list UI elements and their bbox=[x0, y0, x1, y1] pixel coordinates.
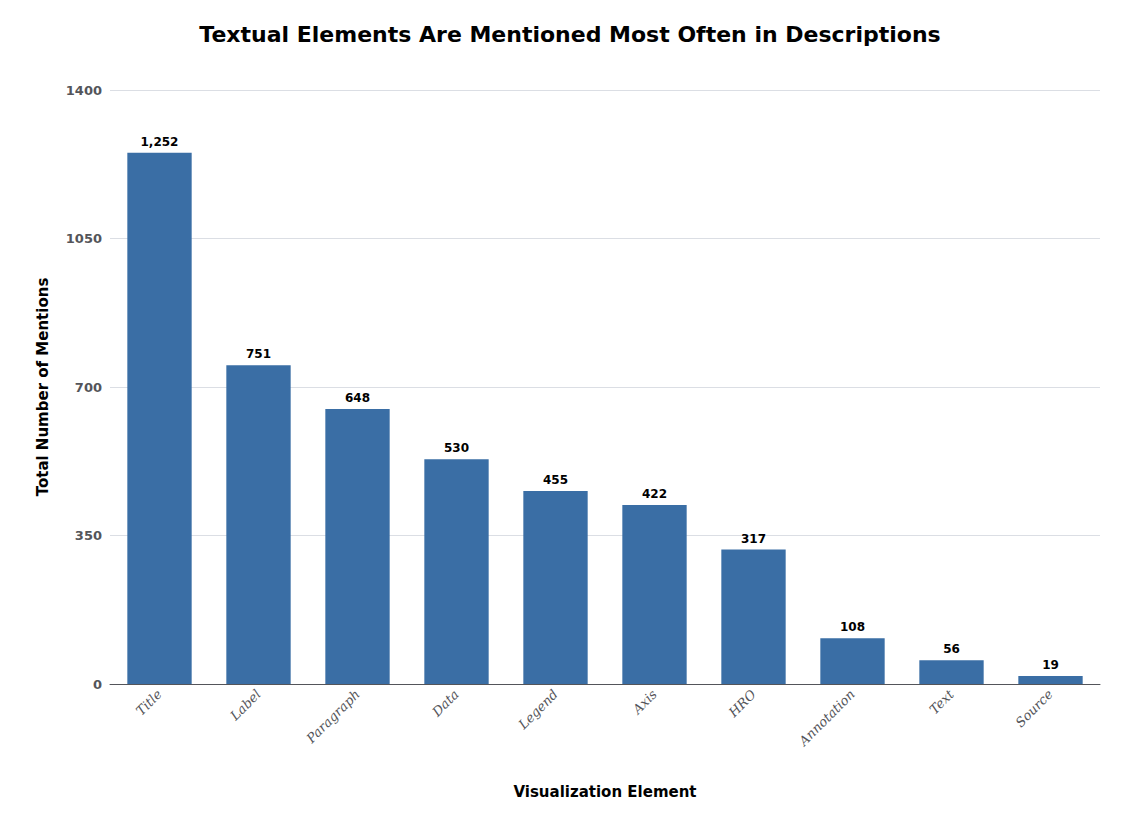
svg-text:648: 648 bbox=[345, 391, 370, 405]
svg-text:455: 455 bbox=[543, 473, 568, 487]
svg-text:Data: Data bbox=[428, 687, 461, 720]
svg-text:Source: Source bbox=[1012, 686, 1056, 730]
svg-text:108: 108 bbox=[840, 620, 865, 634]
svg-text:700: 700 bbox=[75, 380, 102, 395]
svg-text:317: 317 bbox=[741, 532, 766, 546]
svg-text:Paragraph: Paragraph bbox=[303, 687, 363, 747]
svg-text:Visualization Element: Visualization Element bbox=[513, 783, 696, 801]
svg-text:422: 422 bbox=[642, 487, 667, 501]
svg-text:HRO: HRO bbox=[725, 686, 759, 720]
svg-text:1050: 1050 bbox=[66, 231, 102, 246]
svg-text:350: 350 bbox=[75, 528, 102, 543]
svg-text:Axis: Axis bbox=[629, 686, 660, 717]
svg-text:Legend: Legend bbox=[515, 687, 561, 733]
svg-text:1,252: 1,252 bbox=[141, 135, 179, 149]
svg-text:1400: 1400 bbox=[66, 83, 102, 98]
svg-text:Title: Title bbox=[133, 686, 165, 718]
svg-text:530: 530 bbox=[444, 441, 469, 455]
svg-text:Textual Elements Are Mentioned: Textual Elements Are Mentioned Most Ofte… bbox=[199, 22, 940, 47]
svg-text:Total Number of Mentions: Total Number of Mentions bbox=[34, 278, 52, 497]
svg-text:56: 56 bbox=[943, 642, 960, 656]
svg-text:751: 751 bbox=[246, 347, 271, 361]
svg-text:Annotation: Annotation bbox=[795, 687, 858, 750]
svg-text:19: 19 bbox=[1042, 658, 1059, 672]
svg-text:0: 0 bbox=[93, 677, 102, 692]
svg-text:Text: Text bbox=[926, 686, 957, 717]
svg-text:Label: Label bbox=[227, 687, 264, 724]
